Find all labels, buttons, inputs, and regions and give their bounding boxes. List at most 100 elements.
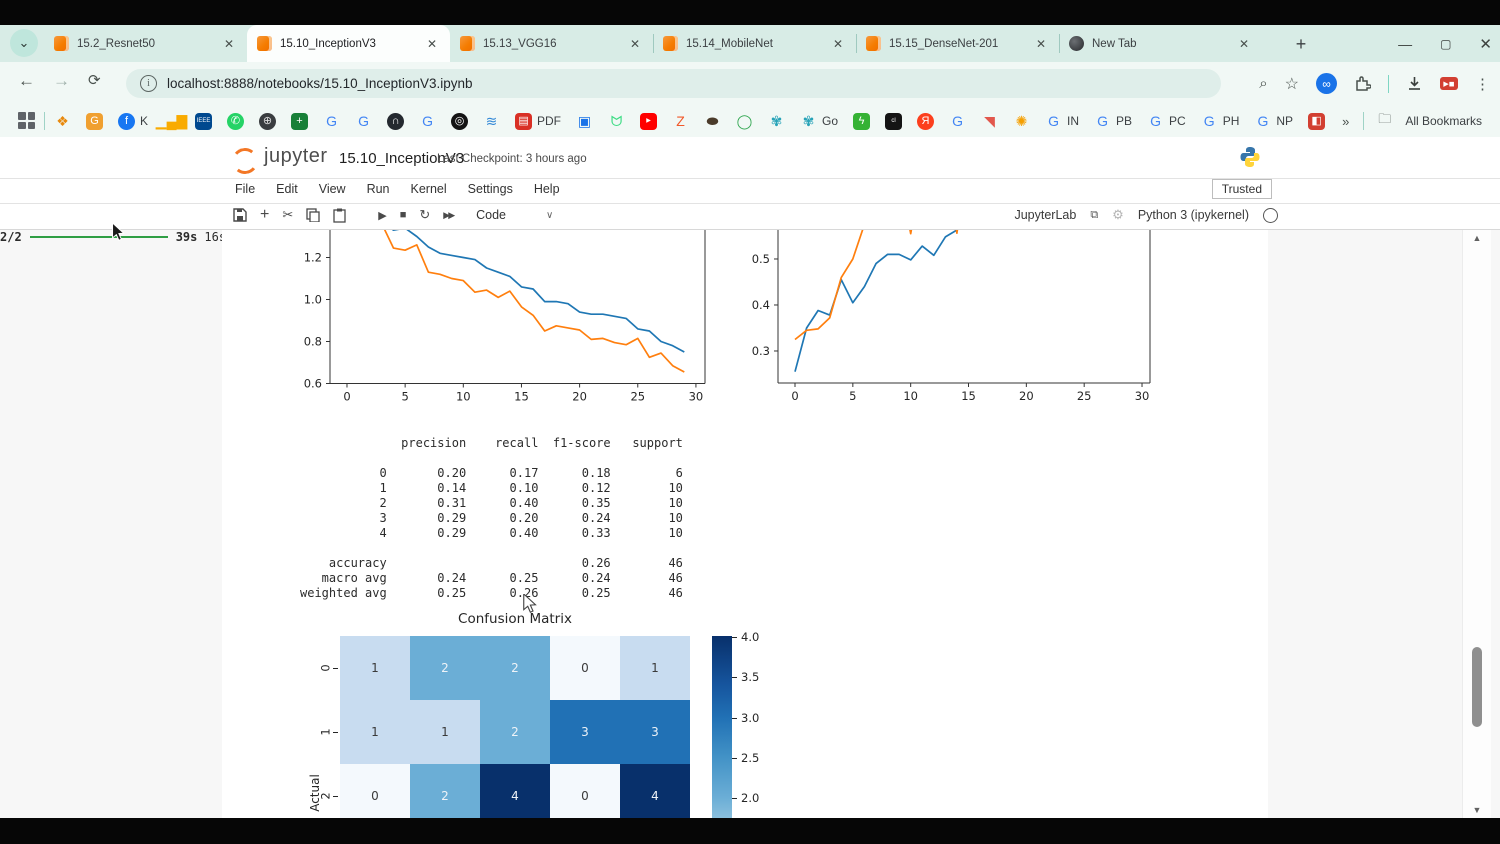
bookmark-item[interactable]: ⊕ bbox=[259, 112, 277, 130]
bookmark-item[interactable]: G bbox=[323, 113, 340, 130]
bookmark-item[interactable]: G IN bbox=[1045, 113, 1079, 130]
bookmark-item[interactable]: G PB bbox=[1094, 113, 1132, 130]
bookmark-item[interactable]: G PC bbox=[1147, 113, 1186, 130]
bookmark-item[interactable]: ◧ bbox=[1308, 112, 1326, 130]
bookmark-item[interactable]: G NP bbox=[1254, 113, 1293, 130]
gear-icon[interactable]: ⚙ bbox=[1112, 207, 1124, 222]
refresh-icon[interactable]: ⟳ bbox=[88, 72, 101, 89]
menu-kernel[interactable]: Kernel bbox=[410, 182, 447, 196]
browser-tab[interactable]: New Tab ✕ bbox=[1059, 25, 1262, 62]
trusted-button[interactable]: Trusted bbox=[1211, 179, 1272, 199]
tab-search-chevron-icon[interactable]: ⌄ bbox=[10, 29, 38, 57]
bookmark-item[interactable]: G bbox=[86, 112, 103, 130]
browser-tab[interactable]: 15.10_InceptionV3 ✕ bbox=[247, 25, 450, 62]
zoom-icon[interactable]: ⌕ bbox=[1259, 75, 1268, 92]
tab-close-icon[interactable]: ✕ bbox=[629, 36, 641, 51]
bookmark-item[interactable]: ✾ Go bbox=[800, 113, 838, 130]
notebook-favicon bbox=[866, 36, 881, 51]
bookmark-item[interactable]: ᗢ bbox=[608, 113, 625, 130]
browser-tab[interactable]: 15.13_VGG16 ✕ bbox=[450, 25, 653, 62]
kernel-name[interactable]: Python 3 (ipykernel) bbox=[1137, 208, 1249, 222]
tab-close-icon[interactable]: ✕ bbox=[832, 36, 844, 51]
browser-tab[interactable]: 15.2_Resnet50 ✕ bbox=[44, 25, 247, 62]
tab-title: 15.14_MobileNet bbox=[686, 37, 773, 50]
menu-run[interactable]: Run bbox=[366, 182, 390, 196]
site-info-icon[interactable]: i bbox=[140, 75, 157, 92]
stop-kernel-icon[interactable]: ■ bbox=[399, 209, 407, 221]
download-icon[interactable] bbox=[1406, 75, 1423, 92]
scrollbar-thumb[interactable] bbox=[1472, 647, 1482, 727]
bookmark-item[interactable]: Z bbox=[672, 113, 689, 130]
menu-edit[interactable]: Edit bbox=[276, 182, 298, 196]
restart-kernel-icon[interactable]: ↻ bbox=[419, 207, 431, 222]
save-icon[interactable] bbox=[233, 208, 247, 222]
bookmark-item[interactable]: cl bbox=[885, 112, 903, 130]
notebook-scrollbar[interactable]: ▲ ▼ bbox=[1462, 230, 1491, 818]
address-bar[interactable]: i localhost:8888/notebooks/15.10_Incepti… bbox=[126, 69, 1221, 98]
paste-cell-icon[interactable] bbox=[333, 208, 346, 223]
bookmark-item[interactable]: G bbox=[419, 113, 436, 130]
notebook-content[interactable]: 0 5 10 15 20 25 30 0.6 0.8 1.0 1.2 0 5 10 15 20 25 30 0.3… bbox=[0, 230, 1500, 818]
bookmark-item[interactable]: ⬬ bbox=[704, 113, 721, 130]
bookmark-item[interactable]: ▶ bbox=[640, 112, 658, 130]
colorbar-tick-mark bbox=[732, 717, 737, 719]
bookmark-item[interactable]: ∩ bbox=[387, 112, 405, 130]
bookmark-item[interactable]: ◎ bbox=[451, 112, 469, 130]
copy-cell-icon[interactable] bbox=[306, 208, 320, 222]
extensions-icon[interactable] bbox=[1354, 75, 1371, 92]
new-tab-button[interactable]: + bbox=[1295, 33, 1307, 54]
bookmark-item[interactable]: ▁▄▇ bbox=[156, 113, 187, 130]
menu-view[interactable]: View bbox=[318, 182, 346, 196]
bookmark-item[interactable]: IEEE bbox=[195, 112, 213, 130]
scroll-down-icon[interactable]: ▼ bbox=[1472, 805, 1482, 815]
bookmark-star-icon[interactable]: ☆ bbox=[1284, 75, 1299, 93]
restart-run-all-icon[interactable]: ▶▶ bbox=[443, 209, 455, 220]
bookmarks-overflow-icon[interactable]: » bbox=[1342, 113, 1350, 129]
bookmark-item[interactable]: ◥ bbox=[981, 113, 998, 130]
row-tick-mark bbox=[333, 732, 338, 733]
bookmark-item[interactable]: Я bbox=[917, 112, 935, 130]
tab-close-icon[interactable]: ✕ bbox=[223, 36, 235, 51]
minimize-button[interactable]: — bbox=[1398, 35, 1413, 52]
bookmark-item[interactable]: ▤ PDF bbox=[515, 112, 561, 130]
swirl-icon: ✾ bbox=[802, 113, 815, 129]
tab-close-icon[interactable]: ✕ bbox=[1238, 36, 1250, 51]
all-bookmarks-button[interactable]: All Bookmarks bbox=[1405, 114, 1482, 128]
tab-title: New Tab bbox=[1092, 37, 1137, 50]
menu-kebab-icon[interactable]: ⋮ bbox=[1475, 75, 1490, 93]
menu-settings[interactable]: Settings bbox=[467, 182, 513, 196]
browser-tab[interactable]: 15.14_MobileNet ✕ bbox=[653, 25, 856, 62]
adblock-extension-icon[interactable]: ▶◼ bbox=[1440, 77, 1458, 90]
notebook-title[interactable]: 15.10_InceptionV3 bbox=[339, 150, 465, 167]
tab-close-icon[interactable]: ✕ bbox=[426, 36, 438, 51]
colab-extension-icon[interactable]: ∞ bbox=[1316, 73, 1337, 94]
bookmark-item[interactable]: ϟ bbox=[853, 112, 871, 130]
insert-cell-icon[interactable]: + bbox=[260, 206, 270, 223]
cell-type-select[interactable]: Code ∨ bbox=[476, 208, 553, 222]
scroll-up-icon[interactable]: ▲ bbox=[1472, 233, 1482, 243]
menu-help[interactable]: Help bbox=[533, 182, 560, 196]
menu-file[interactable]: File bbox=[235, 182, 256, 196]
apps-grid-icon[interactable] bbox=[18, 112, 35, 129]
bookmark-item[interactable]: G PH bbox=[1201, 113, 1240, 130]
close-button[interactable]: ✕ bbox=[1479, 35, 1492, 53]
bookmark-item[interactable]: G bbox=[949, 113, 966, 130]
bookmark-item[interactable]: G bbox=[355, 113, 372, 130]
bookmark-item[interactable]: ✆ bbox=[227, 112, 245, 130]
browser-tab[interactable]: 15.15_DenseNet-201 ✕ bbox=[856, 25, 1059, 62]
forward-icon[interactable]: → bbox=[53, 71, 70, 90]
bookmark-item[interactable]: ✺ bbox=[1013, 113, 1030, 130]
jupyterlab-link[interactable]: JupyterLab bbox=[1014, 208, 1077, 222]
tab-close-icon[interactable]: ✕ bbox=[1035, 36, 1047, 51]
maximize-button[interactable]: ▢ bbox=[1440, 36, 1452, 51]
bookmark-item[interactable]: ≋ bbox=[483, 113, 500, 130]
back-icon[interactable]: ← bbox=[18, 71, 35, 90]
bookmark-item[interactable]: ▣ bbox=[576, 113, 593, 130]
bookmark-item[interactable]: + bbox=[291, 112, 309, 130]
bookmark-item[interactable]: ❖ bbox=[54, 113, 71, 130]
run-cell-icon[interactable]: ▶ bbox=[378, 209, 387, 222]
bookmark-item[interactable]: ◯ bbox=[736, 113, 753, 130]
bookmark-item[interactable]: ✾ bbox=[768, 113, 785, 130]
cut-cell-icon[interactable]: ✂ bbox=[282, 207, 294, 222]
